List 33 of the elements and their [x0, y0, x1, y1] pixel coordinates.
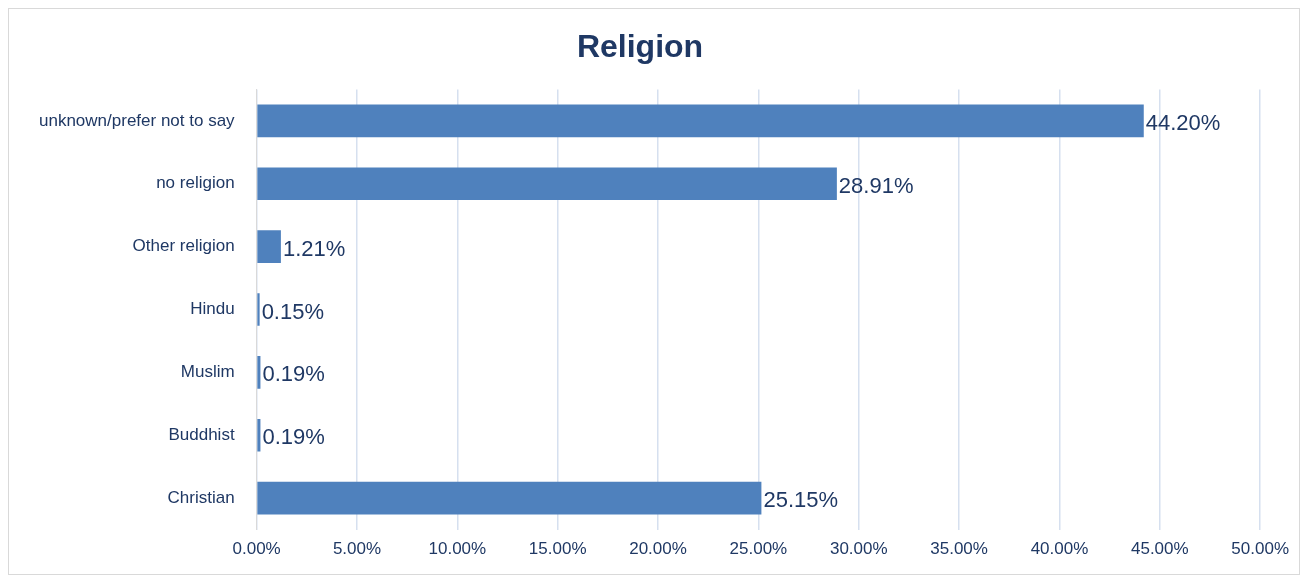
data-label: 25.15% — [763, 487, 839, 513]
y-tick-label: Buddhist — [168, 424, 235, 444]
x-tick-label: 35.00% — [930, 539, 988, 559]
x-tick-label: 10.00% — [428, 539, 487, 559]
bar — [257, 293, 260, 326]
x-tick-label: 5.00% — [332, 539, 382, 559]
y-tick-label: Hindu — [190, 299, 235, 319]
y-tick-label: Muslim — [180, 362, 235, 382]
chart-title: Religion — [576, 28, 704, 65]
x-tick-label: 25.00% — [729, 539, 788, 559]
data-label: 0.19% — [262, 424, 325, 450]
bar — [257, 418, 261, 452]
x-tick-label: 45.00% — [1130, 539, 1189, 559]
y-tick-label: Christian — [167, 487, 235, 507]
data-label: 0.15% — [261, 298, 325, 324]
data-label: 1.21% — [282, 235, 346, 261]
x-tick-label: 15.00% — [528, 539, 587, 559]
bar — [257, 104, 1144, 138]
y-tick-label: unknown/prefer not to say — [38, 110, 236, 130]
x-tick-label: 20.00% — [629, 539, 687, 559]
bar — [257, 481, 762, 515]
x-tick-label: 0.00% — [232, 539, 281, 559]
data-label: 44.20% — [1145, 109, 1221, 135]
bar — [257, 230, 281, 263]
x-tick-label: 30.00% — [829, 539, 888, 559]
x-tick-label: 50.00% — [1231, 539, 1290, 559]
y-tick-label: Other religion — [132, 236, 235, 256]
data-label: 28.91% — [838, 172, 914, 198]
y-tick-label: no religion — [156, 173, 235, 193]
data-label: 0.19% — [262, 361, 325, 387]
bar — [257, 356, 261, 389]
x-tick-label: 40.00% — [1030, 539, 1089, 559]
bar — [257, 167, 837, 201]
